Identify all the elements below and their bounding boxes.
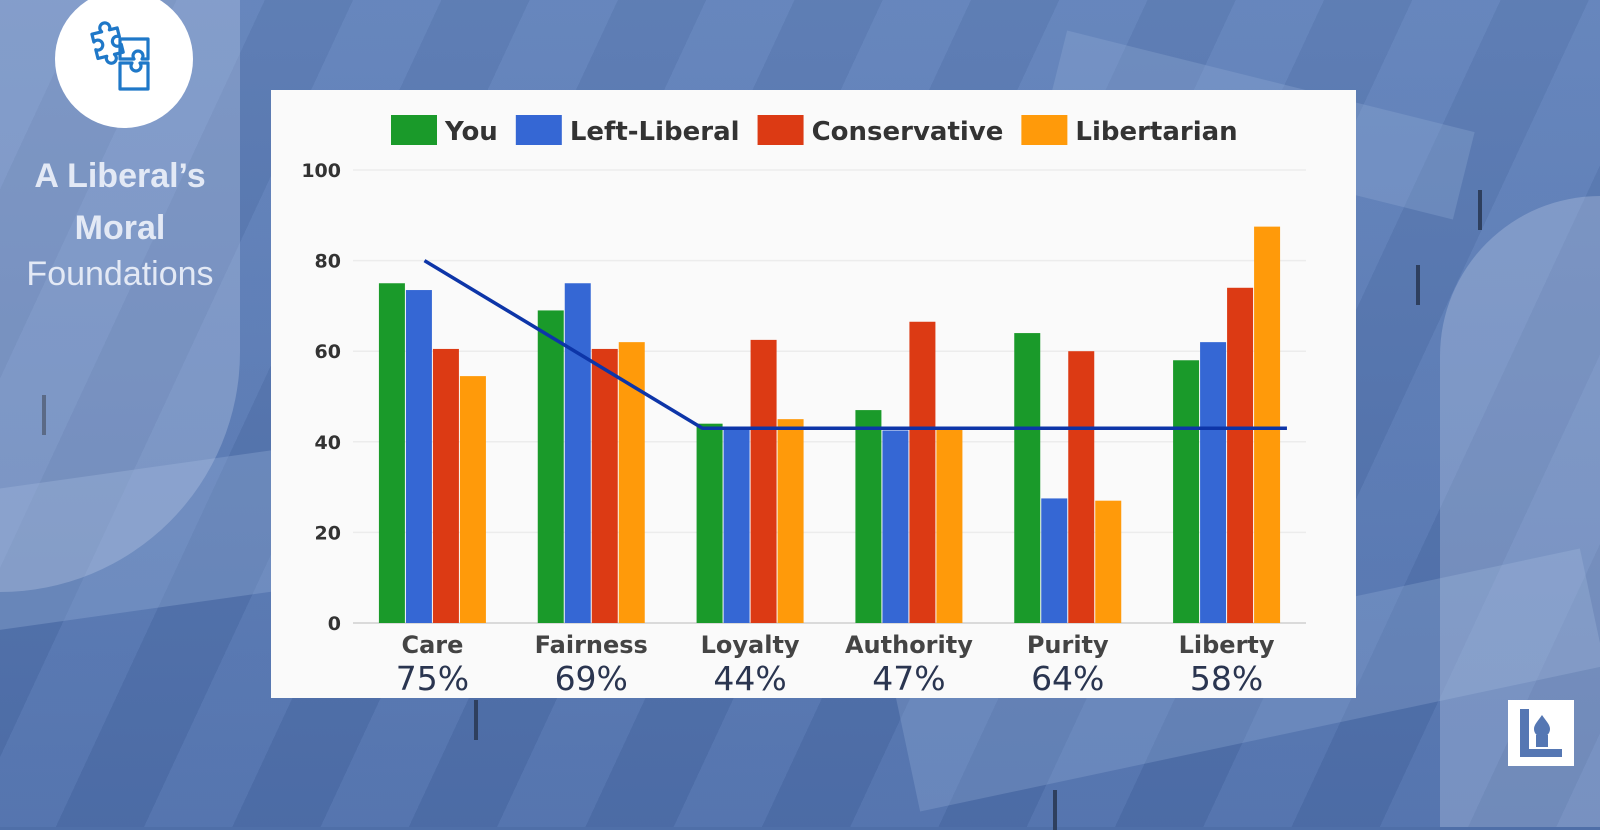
rebar-stub	[42, 395, 46, 435]
x-axis: Care Fairness Loyalty Authority Purity Libert…	[401, 631, 1274, 659]
bar-libertarian	[1095, 500, 1122, 623]
bar-you	[537, 310, 564, 623]
x-tick-label: Fairness	[535, 631, 648, 659]
bar-conservative	[750, 339, 777, 623]
percent-label: 58%	[1190, 659, 1263, 698]
bar-libertarian	[777, 419, 804, 623]
bar-conservative	[909, 321, 936, 623]
bar-chart: You Left-Liberal Conservative Libertarian 0…	[301, 115, 1306, 698]
percent-label: 47%	[872, 659, 945, 698]
legend-label: Conservative	[812, 117, 1004, 147]
bar-you	[1173, 360, 1200, 623]
percent-label: 44%	[713, 659, 786, 698]
bar-conservative	[432, 348, 459, 623]
bar-conservative	[591, 348, 618, 623]
chart-card: You Left-Liberal Conservative Libertarian 0…	[271, 90, 1356, 698]
percent-label: 69%	[555, 659, 628, 698]
title-line-2: Moral	[74, 209, 166, 247]
puzzle-pieces-icon	[90, 21, 150, 91]
percent-labels: 75% 69% 44% 47% 64% 58%	[396, 659, 1264, 698]
x-tick-label: Loyalty	[701, 631, 800, 659]
bar-left-liberal	[1041, 498, 1068, 623]
bar-you	[1014, 333, 1041, 623]
x-tick-label: Liberty	[1179, 631, 1275, 659]
brand-logo-icon	[1520, 709, 1562, 757]
bar-libertarian	[936, 428, 963, 623]
rebar-stub	[1478, 190, 1482, 230]
brand-logo	[1508, 700, 1574, 766]
bar-left-liberal	[723, 428, 750, 623]
legend-swatch-conservative	[757, 115, 804, 145]
percent-label: 64%	[1031, 659, 1104, 698]
legend-label: Libertarian	[1075, 117, 1237, 147]
legend-swatch-left-liberal	[515, 115, 562, 145]
trend-line-path	[423, 259, 1287, 430]
y-tick-label: 80	[315, 251, 341, 273]
x-tick-label: Care	[401, 631, 463, 659]
rebar-stub	[1053, 790, 1057, 830]
bar-left-liberal	[405, 290, 432, 623]
title-line-3: Foundations	[26, 255, 214, 293]
gridlines	[353, 169, 1306, 624]
badge	[55, 0, 193, 128]
y-tick-label: 40	[315, 432, 341, 454]
left-panel: A Liberal’s Moral Foundations	[0, 0, 240, 592]
legend-swatch-libertarian	[1021, 115, 1068, 145]
rebar-stub	[1416, 265, 1420, 305]
bar-libertarian	[1254, 226, 1281, 623]
bar-you	[855, 410, 882, 623]
x-tick-label: Purity	[1027, 631, 1109, 659]
rebar-stub	[474, 700, 478, 740]
legend: You Left-Liberal Conservative Libertarian	[391, 115, 1238, 147]
legend-label: Left-Liberal	[570, 117, 740, 147]
y-tick-label: 60	[315, 341, 341, 363]
trend-line	[423, 259, 1287, 430]
y-axis: 0 20 40 60 80 100	[301, 160, 341, 635]
bar-conservative	[1227, 287, 1254, 623]
bar-you	[378, 283, 405, 623]
bar-conservative	[1068, 351, 1095, 623]
y-tick-label: 20	[315, 522, 341, 544]
bar-left-liberal	[564, 283, 591, 623]
y-tick-label: 0	[328, 613, 341, 635]
bar-left-liberal	[1200, 342, 1227, 623]
percent-label: 75%	[396, 659, 469, 698]
slide-title: A Liberal’s Moral Foundations	[0, 150, 240, 294]
bars	[378, 226, 1281, 623]
bar-left-liberal	[882, 430, 909, 623]
title-line-1: A Liberal’s	[34, 157, 206, 195]
bar-libertarian	[459, 376, 486, 623]
y-tick-label: 100	[301, 160, 341, 182]
x-tick-label: Authority	[845, 631, 973, 659]
legend-label: You	[444, 117, 498, 147]
legend-swatch-you	[391, 115, 437, 145]
bar-you	[696, 423, 723, 623]
